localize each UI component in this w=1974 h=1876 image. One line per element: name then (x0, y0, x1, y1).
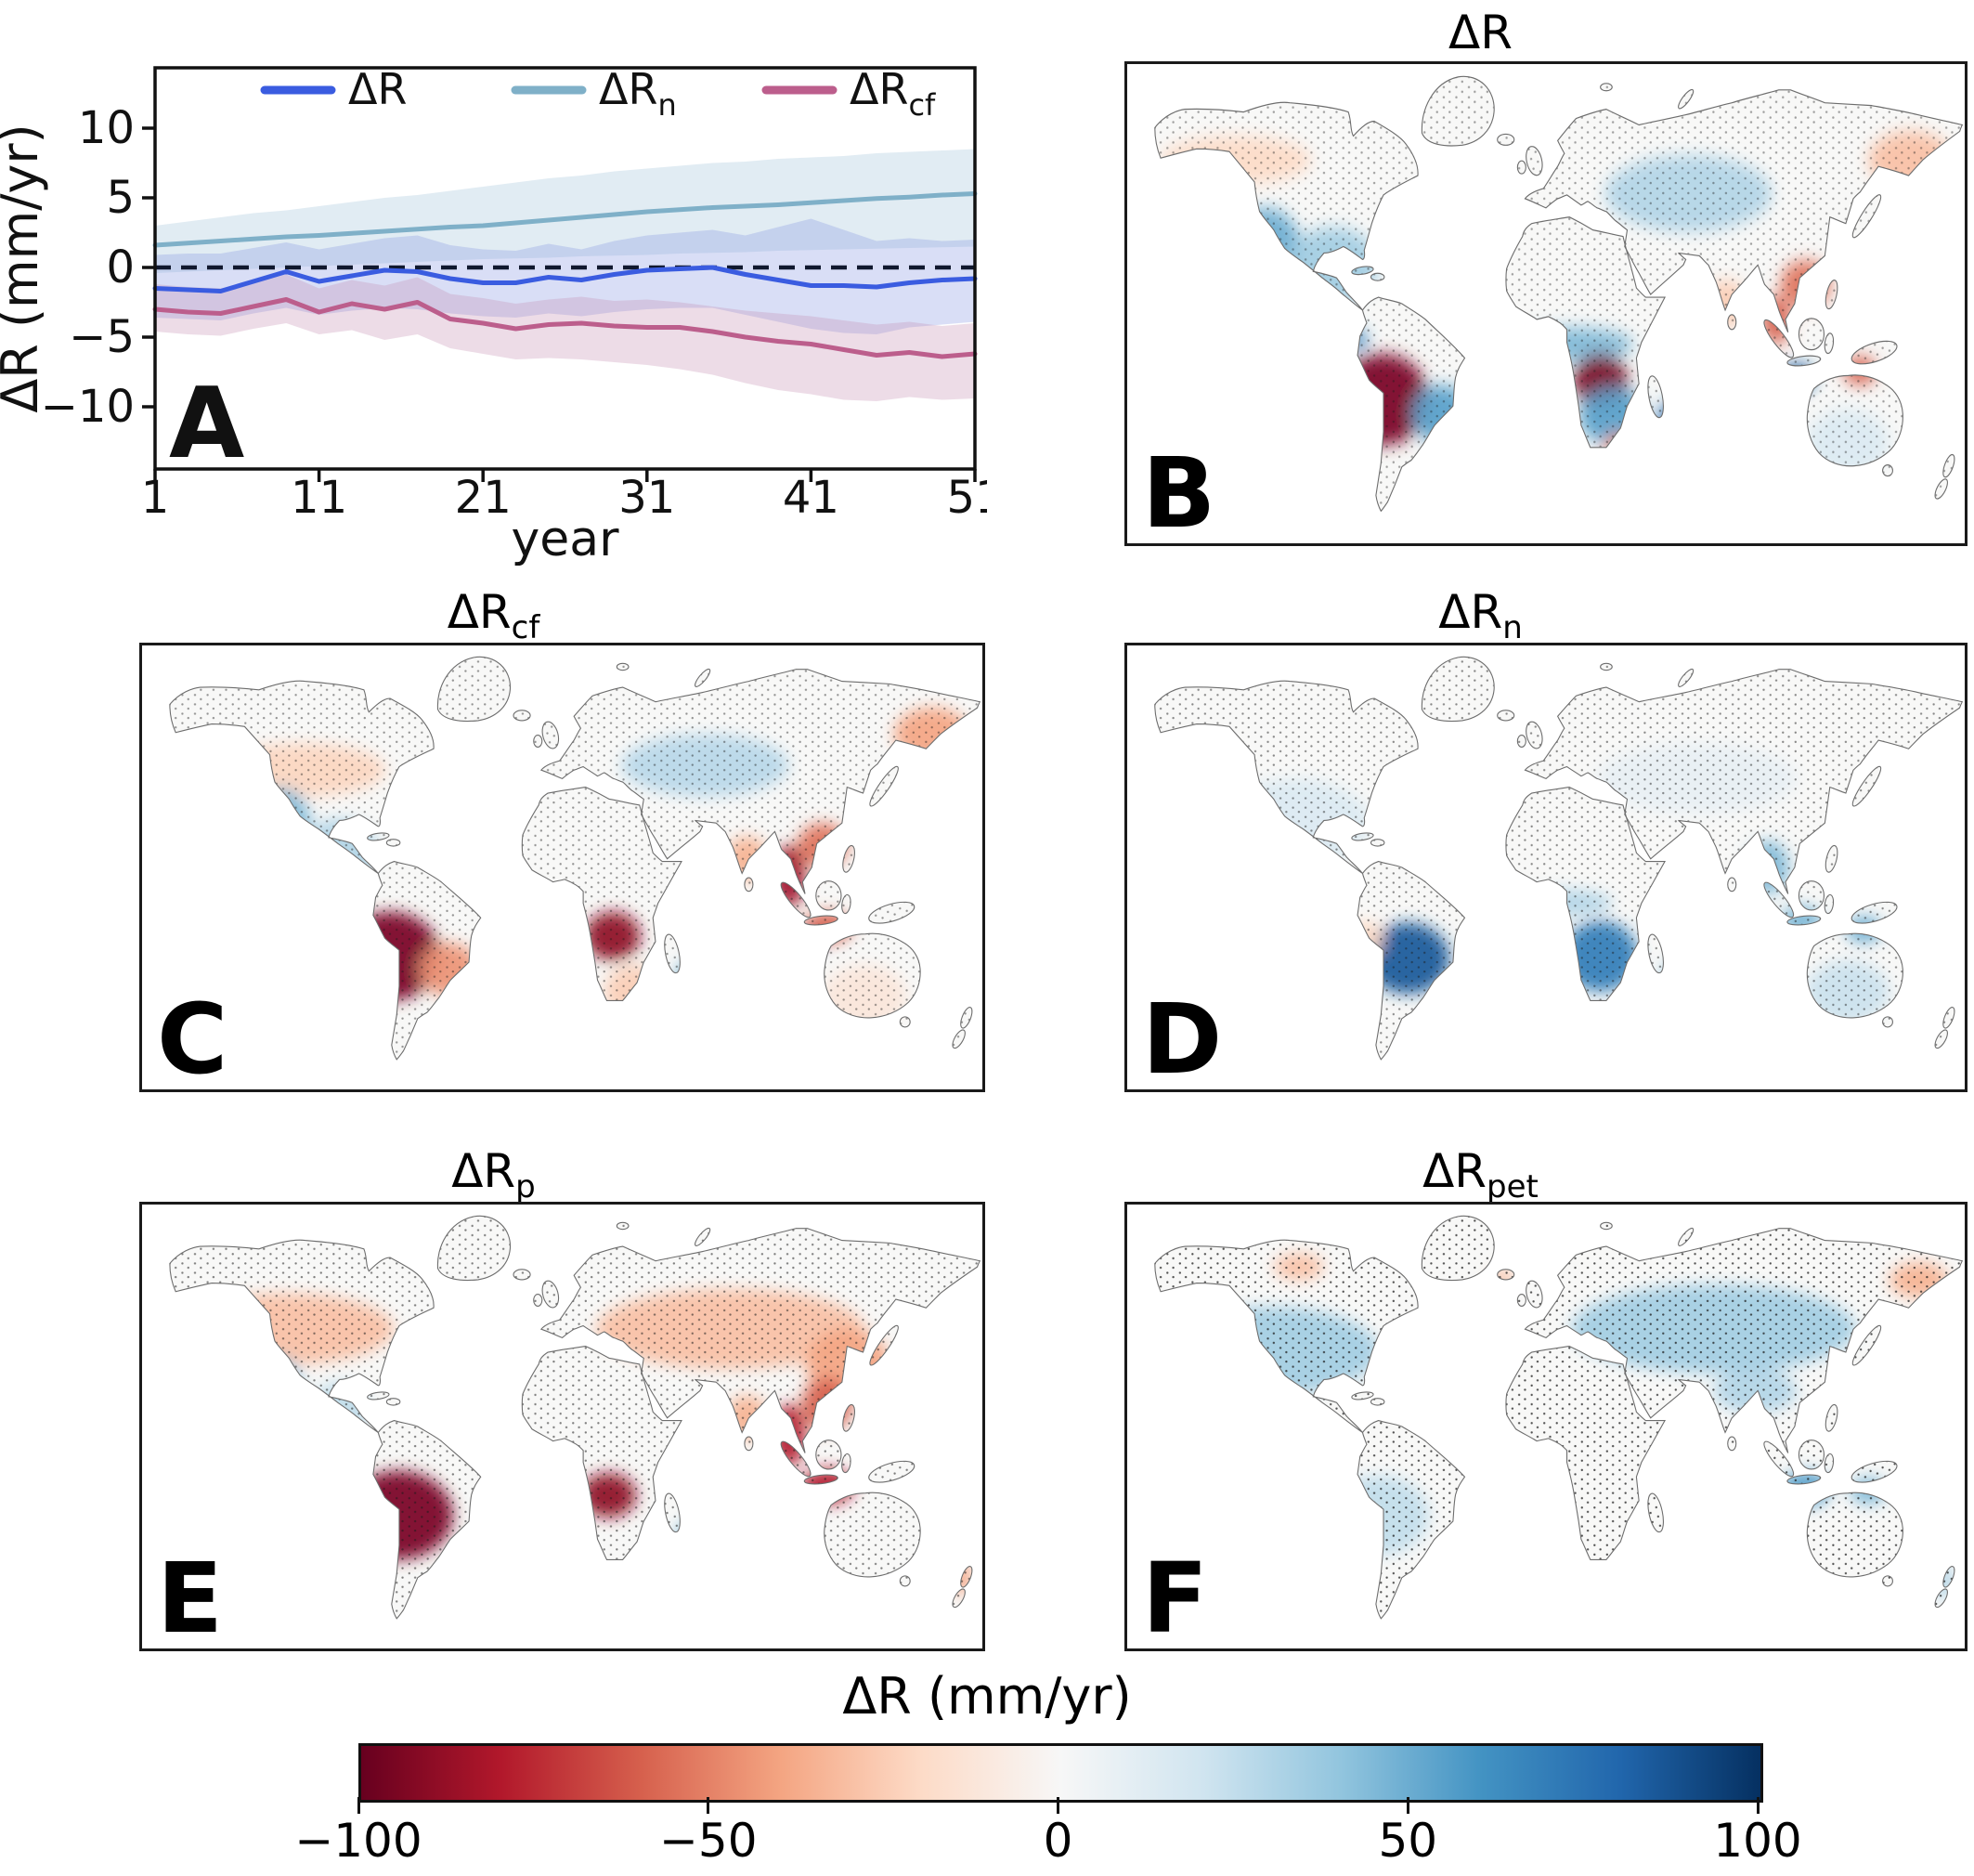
colorbar-tick-mark (707, 1797, 710, 1814)
svg-text:year: year (511, 512, 619, 567)
panel-letter-f: F (1142, 1542, 1209, 1651)
map-title-b: ΔR (987, 6, 1974, 67)
svg-text:5: 5 (106, 172, 135, 224)
colorbar-tick-mark (1057, 1797, 1059, 1814)
map-title-text: ΔR (447, 585, 512, 639)
colorbar-tick-label: −50 (658, 1814, 758, 1868)
svg-text:A: A (169, 367, 244, 480)
map-canvas-c: C (139, 643, 985, 1092)
svg-text:0: 0 (106, 241, 135, 293)
map-title-e: ΔRp (451, 1144, 536, 1205)
panel-letter-c: C (157, 983, 228, 1092)
world-map (169, 1215, 981, 1620)
panel-d-map: ΔRn D (987, 576, 1974, 1114)
map-title-d: ΔRn (1438, 585, 1523, 646)
svg-text:1: 1 (141, 472, 170, 524)
svg-text:ΔR: ΔR (348, 64, 407, 114)
world-map (1154, 75, 1964, 513)
map-title-text: ΔR (1438, 585, 1503, 639)
colorbar-tick-label: 0 (1043, 1814, 1073, 1868)
colorbar-tick-label: 100 (1713, 1814, 1802, 1868)
panel-letter-b: B (1142, 436, 1216, 546)
svg-text:−5: −5 (69, 311, 135, 363)
svg-text:11: 11 (291, 472, 347, 524)
svg-text:ΔR (mm/yr): ΔR (mm/yr) (0, 124, 49, 412)
colorbar-tick-mark (357, 1797, 360, 1814)
svg-text:ΔRcf: ΔRcf (850, 64, 936, 123)
colorbar-tick-label: −100 (294, 1814, 422, 1868)
world-map (1154, 1215, 1964, 1620)
map-canvas-f: F (1124, 1202, 1968, 1651)
map-canvas-b: B (1124, 61, 1968, 546)
panel-e-map: ΔRp E (0, 1114, 987, 1662)
map-canvas-e: E (139, 1202, 985, 1651)
svg-text:ΔRn: ΔRn (599, 64, 677, 123)
colorbar-title: ΔR (mm/yr) (842, 1667, 1132, 1726)
panel-letter-e: E (157, 1542, 224, 1651)
svg-text:51: 51 (946, 472, 987, 524)
panel-b-map: ΔR B (987, 0, 1974, 576)
colorbar-section: ΔR (mm/yr) −100 −50 0 50 100 (0, 1667, 1974, 1876)
colorbar-tick-mark (1756, 1797, 1760, 1814)
svg-text:31: 31 (618, 472, 675, 524)
world-map (169, 656, 981, 1061)
svg-text:10: 10 (78, 102, 135, 154)
map-title-text: ΔR (451, 1144, 516, 1198)
panel-letter-d: D (1142, 983, 1223, 1092)
svg-text:−10: −10 (41, 381, 135, 433)
svg-text:21: 21 (455, 472, 512, 524)
colorbar-gradient (358, 1743, 1763, 1803)
panel-f-map: ΔRpet F (987, 1114, 1974, 1662)
panel-c-map: ΔRcf C (0, 576, 987, 1114)
map-title-text: ΔR (1448, 6, 1513, 59)
map-title-f: ΔRpet (1422, 1144, 1539, 1205)
map-title-text: ΔR (1422, 1144, 1487, 1198)
world-map (1154, 656, 1964, 1061)
colorbar-tick-label: 50 (1378, 1814, 1438, 1868)
map-canvas-d: D (1124, 643, 1968, 1092)
map-title-c: ΔRcf (447, 585, 540, 646)
colorbar-tick-mark (1406, 1797, 1409, 1814)
svg-text:41: 41 (783, 472, 839, 524)
